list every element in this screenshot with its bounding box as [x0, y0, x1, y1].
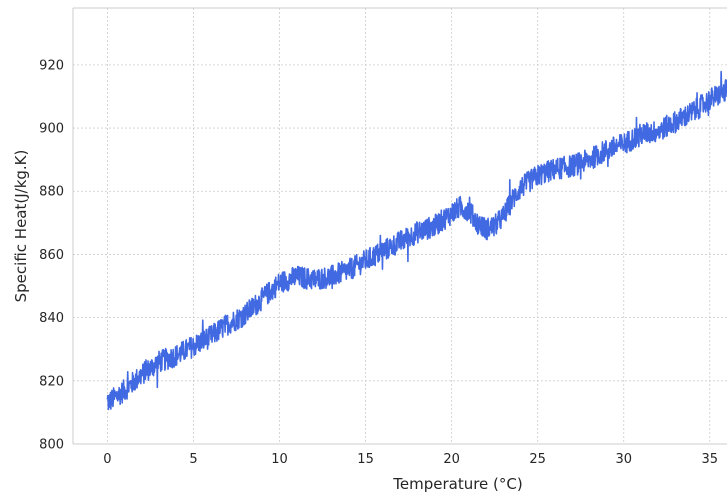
y-tick-label: 840 — [39, 311, 64, 326]
x-tick-label: 5 — [189, 452, 197, 467]
axes — [72, 7, 727, 445]
plot-area-background — [73, 8, 727, 444]
series-layer — [106, 70, 727, 411]
x-tick-label: 25 — [529, 452, 546, 467]
y-tick-label: 900 — [39, 122, 64, 137]
series-line — [106, 70, 727, 411]
y-axis-label: Specific Heat(J/kg.K) — [12, 150, 30, 303]
y-tick-label: 820 — [39, 374, 64, 389]
x-axis-label: Temperature (°C) — [392, 475, 522, 493]
tick-labels: 0 5 10 15 20 25 30 35 800 820 840 860 880 900 920 — [39, 58, 718, 467]
x-tick-label: 35 — [702, 452, 719, 467]
y-tick-label: 920 — [39, 58, 64, 73]
x-tick-label: 30 — [615, 452, 632, 467]
y-tick-label: 800 — [39, 438, 64, 453]
x-tick-label: 0 — [103, 452, 111, 467]
y-tick-label: 880 — [39, 185, 64, 200]
x-tick-label: 10 — [271, 452, 288, 467]
x-tick-label: 20 — [443, 452, 460, 467]
y-tick-label: 860 — [39, 248, 64, 263]
x-tick-label: 15 — [357, 452, 374, 467]
